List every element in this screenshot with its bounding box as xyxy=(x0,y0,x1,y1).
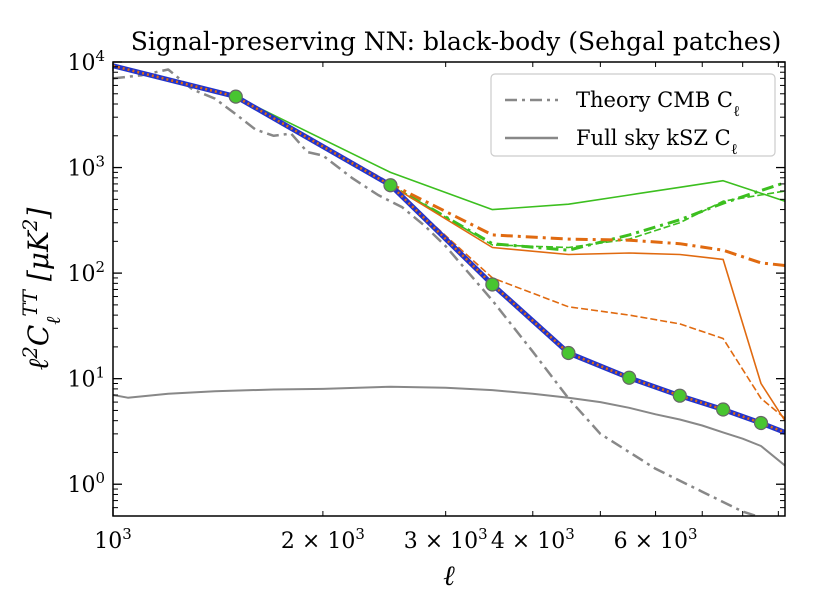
series-line-orange-solid xyxy=(235,95,785,422)
series-line-green-thin-solid xyxy=(235,95,785,211)
y-tick-label: 100 xyxy=(67,469,105,498)
series-line-orange-dotted xyxy=(113,64,785,434)
y-tick-label: 102 xyxy=(67,258,105,287)
series-layer xyxy=(113,63,785,516)
data-point-marker xyxy=(672,388,687,403)
x-tick-label: 2 × 103 xyxy=(281,525,365,554)
label-layer: 100 101 102 103 104 103 2 × 103 3 × 103 4 × 103 6… xyxy=(19,27,782,592)
series-line-full-sky-ksz-c- xyxy=(113,385,785,467)
data-point-marker xyxy=(622,370,637,385)
legend-label: Theory CMB Cℓ xyxy=(576,88,740,120)
x-tick-label: 3 × 103 xyxy=(404,525,488,554)
data-point-marker xyxy=(561,345,576,361)
series-line-green-dashed xyxy=(235,95,785,249)
data-point-marker xyxy=(716,402,731,417)
x-axis-label: ℓ xyxy=(443,559,455,592)
legend: Theory CMB Cℓ Full sky kSZ Cℓ xyxy=(490,73,776,158)
data-point-marker xyxy=(383,178,398,193)
y-tick-label: 104 xyxy=(67,47,105,76)
data-point-marker xyxy=(228,89,243,104)
chart-title: Signal-preserving NN: black-body (Sehgal… xyxy=(131,27,782,56)
x-tick-label: 103 xyxy=(94,525,132,554)
y-axis-label: ℓ2CℓTT [μK2] xyxy=(19,208,65,371)
x-tick-label: 4 × 103 xyxy=(491,525,575,554)
series-line-theory-cmb-c- xyxy=(113,68,761,516)
y-tick-label: 101 xyxy=(67,364,105,393)
series-line-orange-dashdot xyxy=(235,95,785,267)
legend-box xyxy=(490,73,776,157)
tick-layer xyxy=(112,61,785,517)
x-tick-label: 6 × 103 xyxy=(614,525,698,554)
data-point-marker xyxy=(485,277,500,292)
marker-layer xyxy=(228,89,769,431)
y-tick-label: 103 xyxy=(67,153,105,182)
data-point-marker xyxy=(753,415,769,431)
legend-label: Full sky kSZ Cℓ xyxy=(576,126,738,158)
